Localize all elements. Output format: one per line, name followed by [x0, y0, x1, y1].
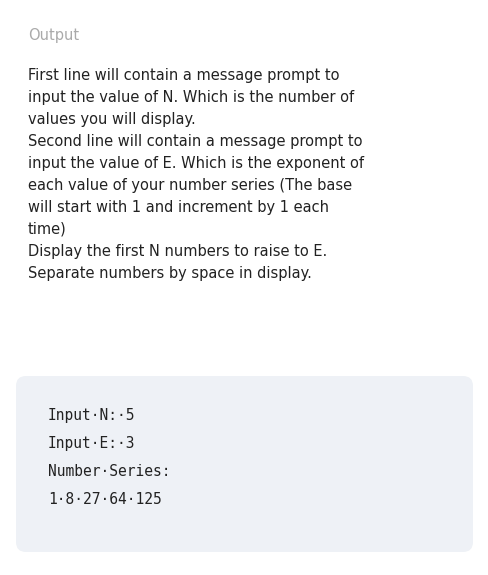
Text: input the value of N. Which is the number of: input the value of N. Which is the numbe…: [28, 90, 353, 105]
Text: Input·N:·5: Input·N:·5: [48, 408, 135, 423]
Text: 1·8·27·64·125: 1·8·27·64·125: [48, 492, 162, 507]
Text: Second line will contain a message prompt to: Second line will contain a message promp…: [28, 134, 362, 149]
Text: First line will contain a message prompt to: First line will contain a message prompt…: [28, 68, 339, 83]
Text: Separate numbers by space in display.: Separate numbers by space in display.: [28, 266, 311, 281]
Text: Input·E:·3: Input·E:·3: [48, 436, 135, 451]
Text: will start with 1 and increment by 1 each: will start with 1 and increment by 1 eac…: [28, 200, 328, 215]
Text: Output: Output: [28, 28, 79, 43]
Text: Display the first N numbers to raise to E.: Display the first N numbers to raise to …: [28, 244, 326, 259]
Text: each value of your number series (The base: each value of your number series (The ba…: [28, 178, 351, 193]
Text: values you will display.: values you will display.: [28, 112, 195, 127]
Text: Number·Series:: Number·Series:: [48, 464, 170, 479]
Text: input the value of E. Which is the exponent of: input the value of E. Which is the expon…: [28, 156, 363, 171]
FancyBboxPatch shape: [16, 376, 472, 552]
Text: time): time): [28, 222, 67, 237]
